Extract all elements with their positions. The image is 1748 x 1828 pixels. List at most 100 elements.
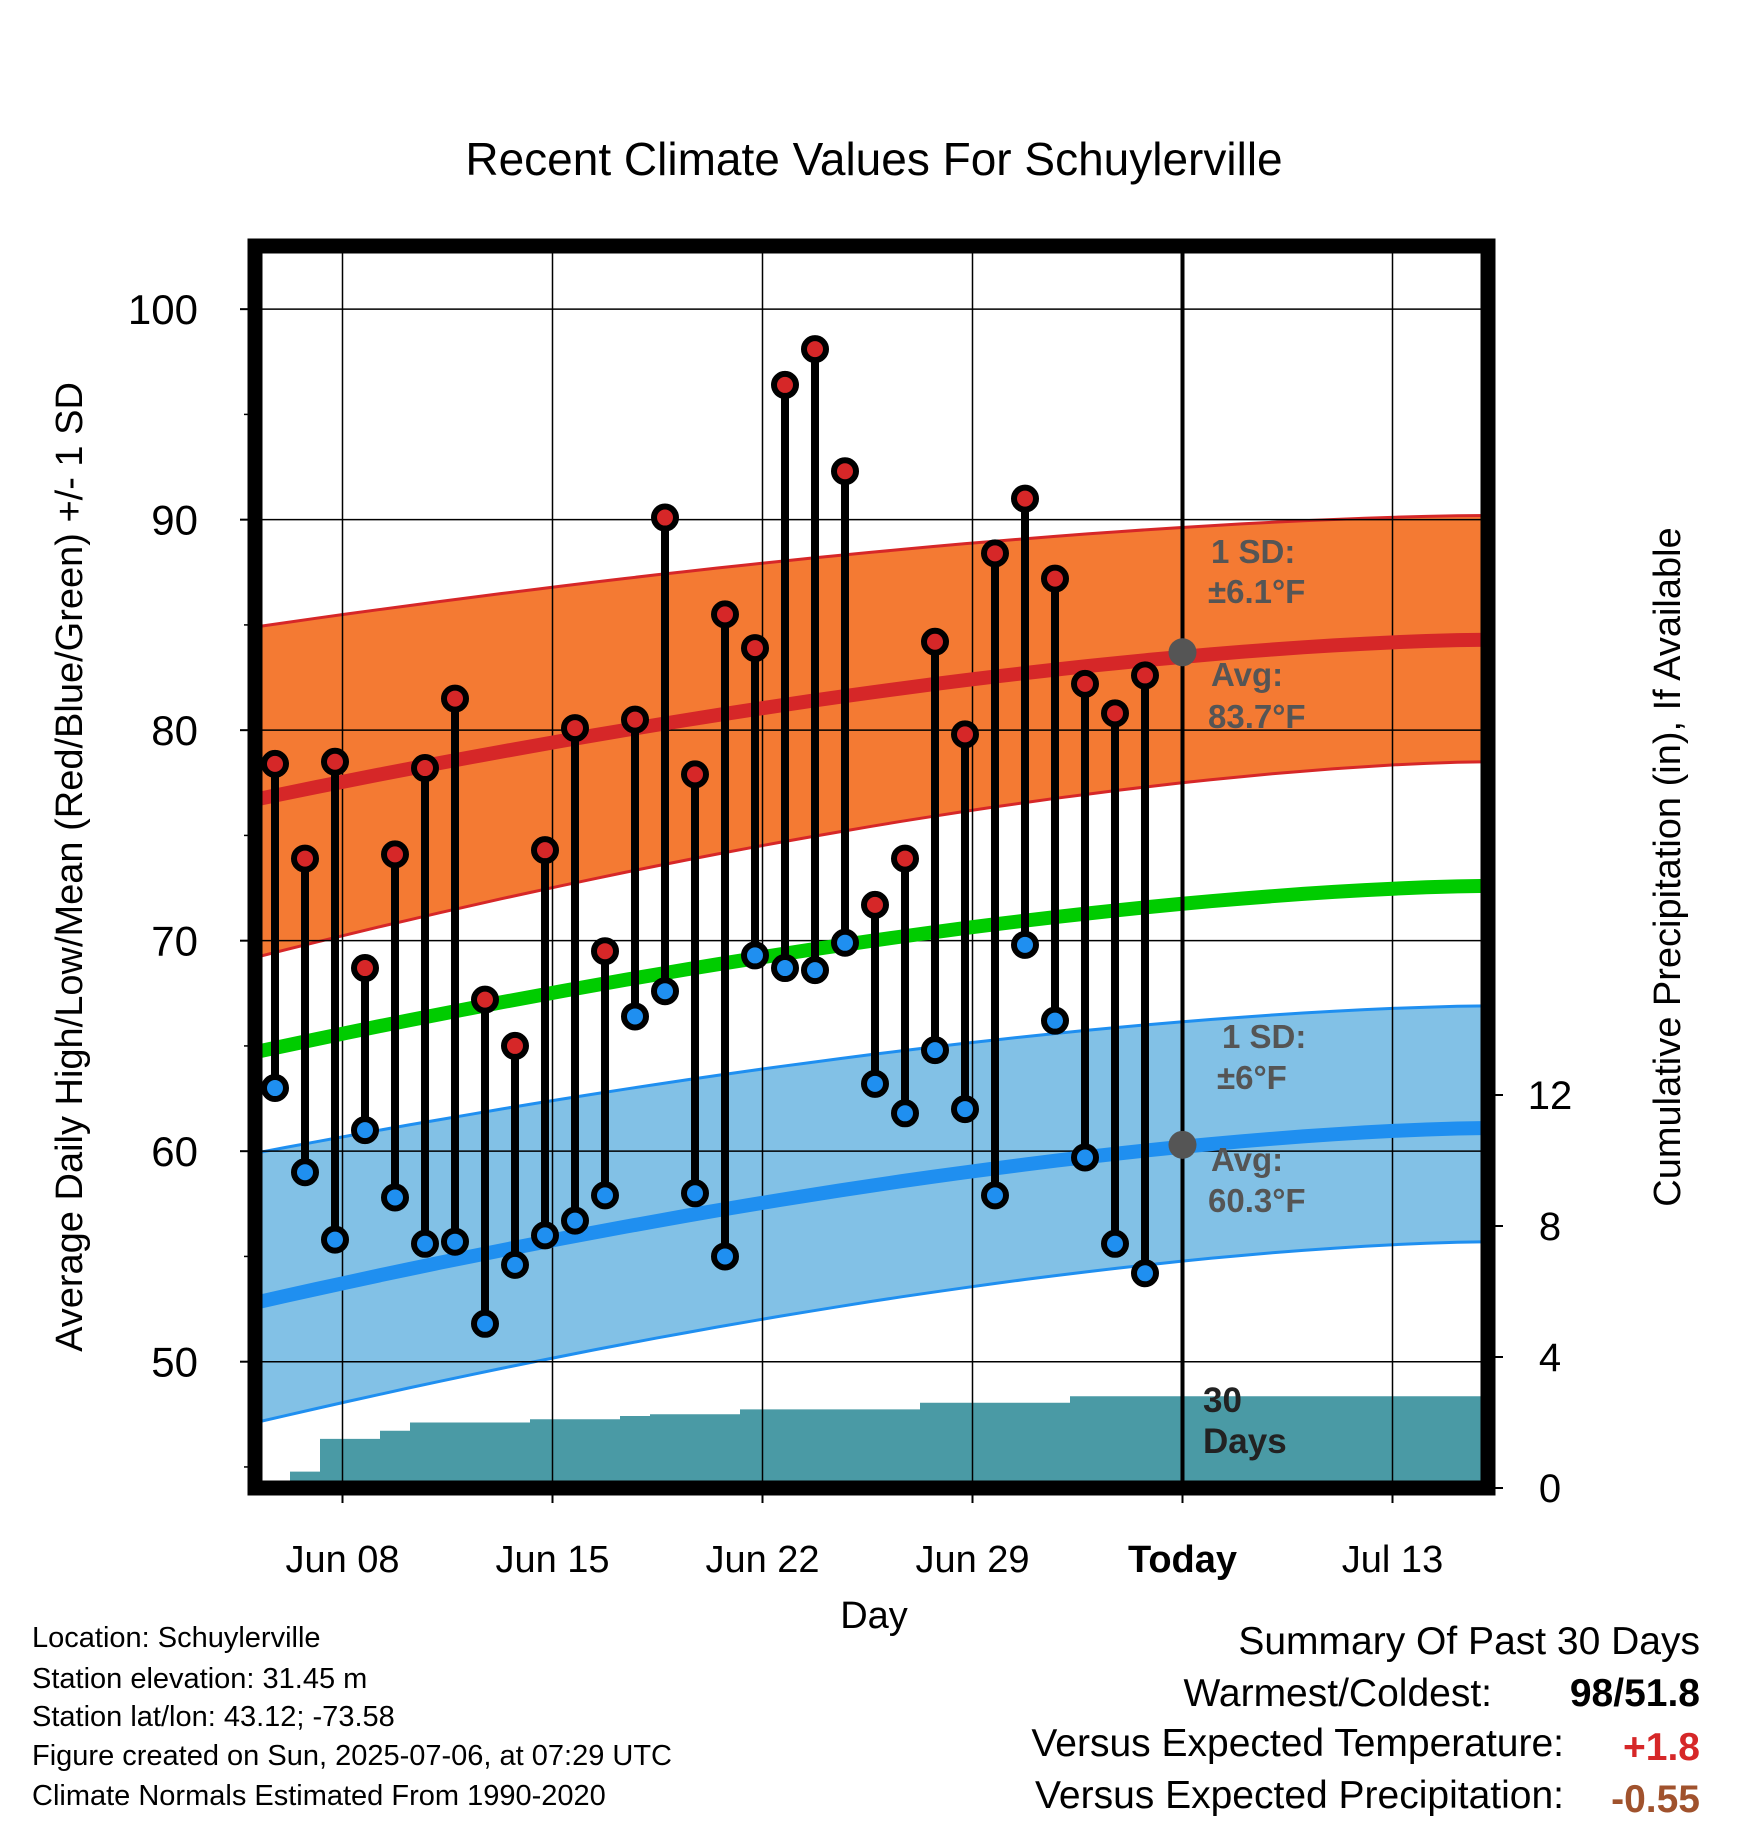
high-marker [1071,669,1099,698]
high-marker [831,457,859,486]
low-marker [741,941,769,970]
high-marker [561,714,589,743]
low-marker [651,977,679,1006]
y2-tick-label: 8 [1539,1205,1561,1249]
avg-low-line [255,1121,1488,1310]
summary-coldest-value: 51.8 [1624,1672,1700,1715]
x-tick-label: Today [1128,1539,1237,1581]
low-sd-band [255,1005,1488,1423]
y-tick-label: 80 [151,707,198,754]
high-marker [441,684,469,713]
high-marker [891,844,919,873]
low-marker [921,1036,949,1065]
low-marker [861,1069,889,1098]
info-normals: Climate Normals Estimated From 1990-2020 [32,1780,606,1812]
high-sd-band [255,515,1488,958]
low-marker [381,1183,409,1212]
info-created: Figure created on Sun, 2025-07-06, at 07… [32,1740,672,1772]
high-marker [1011,484,1039,513]
low-marker [801,956,829,985]
daily-stems [271,349,1149,1324]
x-tick-label: Jun 08 [285,1539,399,1581]
axes: 50 60 70 80 90 100 0 4 8 12 Jun 08 Jun 15 Jun 22 Jun … [128,286,1572,1581]
low-sd-value: ±6°F [1217,1059,1287,1096]
low-marker [711,1242,739,1271]
low-marker [501,1250,529,1279]
low-marker [561,1206,589,1235]
high-marker [681,760,709,789]
high-marker [1041,564,1069,593]
high-marker [741,634,769,663]
high-sd-upper-edge [255,514,1488,629]
high-marker [621,705,649,734]
y-tick-label: 70 [151,918,198,965]
low-avg-value: 60.3°F [1208,1182,1306,1219]
high-marker [381,840,409,869]
y2-tick-label: 4 [1539,1336,1561,1380]
x-axis-label: Day [840,1595,908,1637]
high-marker [861,890,889,919]
low-marker [621,1002,649,1031]
x-tick-label: Jun 15 [495,1539,609,1581]
low-marker [891,1099,919,1128]
high-marker [711,600,739,629]
high-sd-lower-edge [255,760,1488,959]
low-marker [531,1221,559,1250]
low-marker [1041,1006,1069,1035]
summary-temp-value: +1.8 [1623,1726,1700,1769]
y2-axis-label: Cumulative Precipitation (in), If Availa… [1647,527,1689,1206]
low-marker [771,954,799,983]
y-tick-label: 50 [151,1339,198,1386]
daily-markers [261,335,1159,1338]
today-high-avg-dot [1168,638,1197,667]
low-marker [1101,1229,1129,1258]
y2-tick-label: 0 [1539,1467,1561,1511]
low-marker [981,1181,1009,1210]
y2-tick-label: 12 [1528,1074,1573,1118]
high-marker [981,539,1009,568]
avg-high-line [255,632,1488,807]
high-marker [261,749,289,778]
info-elevation: Station elevation: 31.45 m [32,1663,368,1695]
low-marker [591,1181,619,1210]
high-marker [591,937,619,966]
summary-precip-label: Versus Expected Precipitation: [1035,1774,1564,1817]
low-marker [1011,930,1039,959]
low-marker [441,1227,469,1256]
summary-warmest-label: Warmest/Coldest: [1183,1672,1492,1715]
low-marker [351,1116,379,1145]
summary-temp-label: Versus Expected Temperature: [1031,1722,1564,1765]
chart-title: Recent Climate Values For Schuylerville [465,133,1282,185]
high-marker [351,954,379,983]
high-sd-label: 1 SD: [1211,533,1295,570]
high-marker [951,720,979,749]
low-marker [951,1095,979,1124]
y-tick-label: 90 [151,497,198,544]
low-marker [1131,1259,1159,1288]
high-marker [501,1031,529,1060]
precip-area [255,1396,1488,1488]
high-marker [531,836,559,865]
high-marker [921,627,949,656]
info-location: Location: Schuylerville [32,1622,321,1654]
x-tick-label: Jul 13 [1342,1539,1443,1581]
high-avg-label: Avg: [1211,656,1283,693]
plot-annotations: 1 SD: ±6.1°F Avg: 83.7°F 1 SD: ±6°F Avg:… [1203,533,1306,1461]
y-axis-label: Average Daily High/Low/Mean (Red/Blue/Gr… [49,382,91,1352]
low-marker [1071,1143,1099,1172]
high-marker [1131,661,1159,690]
summary-precip-value: -0.55 [1611,1778,1700,1821]
high-marker [291,844,319,873]
low-marker [291,1158,319,1187]
y-tick-label: 100 [128,286,198,333]
days-label-2: Days [1203,1422,1287,1461]
high-avg-value: 83.7°F [1208,698,1306,735]
low-marker [831,928,859,957]
low-marker [681,1179,709,1208]
summary-warmest-coldest: 98/51.8 [1569,1672,1700,1715]
days-label-1: 30 [1203,1381,1242,1420]
info-latlon: Station lat/lon: 43.12; -73.58 [32,1701,395,1733]
sd-bands [255,514,1488,1425]
high-marker [321,747,349,776]
